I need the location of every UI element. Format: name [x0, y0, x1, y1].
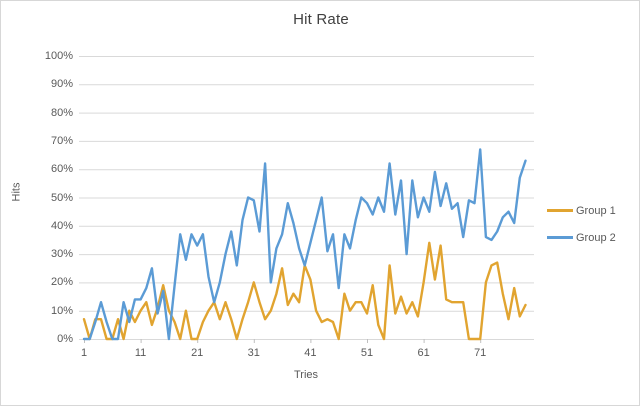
legend-item-group1[interactable]: Group 1: [547, 197, 616, 224]
y-axis-tick-label: 60%: [50, 163, 73, 176]
x-axis-tick-label: 11: [134, 347, 147, 359]
y-axis-tick-label: 80%: [50, 106, 73, 119]
x-axis-tick-label: 71: [474, 347, 487, 359]
x-axis-tick-label: 21: [191, 347, 204, 359]
x-axis-title: Tries: [293, 369, 319, 381]
y-axis-tick-label: 90%: [50, 78, 73, 91]
y-axis-tick-label: 100%: [44, 50, 73, 62]
legend-item-group2[interactable]: Group 2: [547, 224, 616, 251]
y-axis-tick-label: 70%: [50, 134, 73, 147]
x-axis-tick-label: 51: [360, 347, 374, 359]
x-axis-tick-label: 1: [80, 347, 88, 359]
y-axis-tick-label: 40%: [50, 219, 73, 232]
y-axis-tick-label: 0%: [57, 333, 73, 345]
y-axis-tick-label: 50%: [50, 191, 73, 204]
y-axis-tick-label: 20%: [50, 276, 73, 289]
x-axis-tick-label: 61: [417, 347, 430, 359]
x-axis-tick-label: 41: [304, 347, 317, 359]
series-line-group2[interactable]: [82, 148, 527, 341]
group1-line-swatch: [547, 209, 573, 212]
group2-line-swatch: [547, 236, 573, 239]
y-axis-title: Hits: [10, 182, 23, 202]
chart-title[interactable]: Hit Rate: [293, 11, 349, 28]
x-axis-tick-label: 31: [247, 347, 260, 359]
y-axis-tick-label: 10%: [50, 304, 73, 317]
legend: Group 1 Group 2: [547, 197, 616, 251]
legend-label-group2: Group 2: [576, 231, 616, 244]
y-axis-tick-label: 30%: [50, 248, 73, 261]
series-line-group1[interactable]: [82, 241, 527, 341]
legend-label-group1: Group 1: [576, 204, 616, 217]
